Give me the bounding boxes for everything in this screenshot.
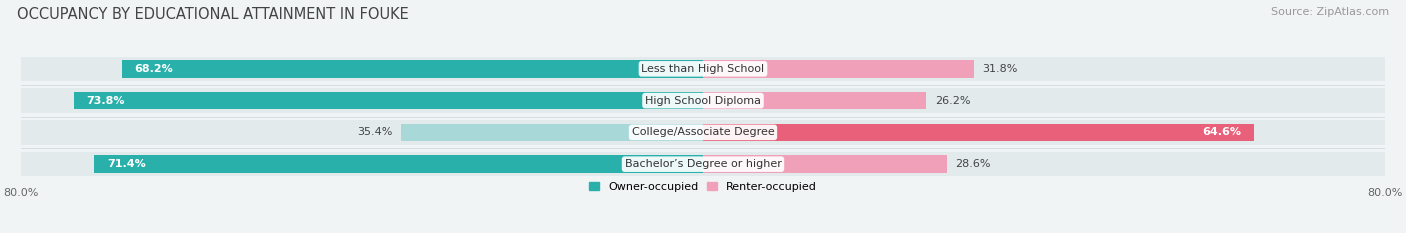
Bar <box>21 57 1385 81</box>
Bar <box>122 60 703 78</box>
Bar <box>21 152 1385 176</box>
Text: 73.8%: 73.8% <box>87 96 125 106</box>
Bar <box>75 92 703 109</box>
Text: OCCUPANCY BY EDUCATIONAL ATTAINMENT IN FOUKE: OCCUPANCY BY EDUCATIONAL ATTAINMENT IN F… <box>17 7 409 22</box>
Bar <box>703 60 974 78</box>
Bar <box>21 88 1385 113</box>
Text: 68.2%: 68.2% <box>135 64 173 74</box>
Text: Source: ZipAtlas.com: Source: ZipAtlas.com <box>1271 7 1389 17</box>
Bar <box>703 92 927 109</box>
Text: 26.2%: 26.2% <box>935 96 970 106</box>
Text: 28.6%: 28.6% <box>955 159 991 169</box>
Bar <box>94 155 703 173</box>
Text: Less than High School: Less than High School <box>641 64 765 74</box>
Text: 64.6%: 64.6% <box>1202 127 1241 137</box>
Bar <box>401 124 703 141</box>
Text: High School Diploma: High School Diploma <box>645 96 761 106</box>
Legend: Owner-occupied, Renter-occupied: Owner-occupied, Renter-occupied <box>589 182 817 192</box>
Bar <box>703 155 946 173</box>
Bar <box>21 120 1385 145</box>
Text: College/Associate Degree: College/Associate Degree <box>631 127 775 137</box>
Text: 35.4%: 35.4% <box>357 127 392 137</box>
Bar <box>703 124 1254 141</box>
Text: 31.8%: 31.8% <box>983 64 1018 74</box>
Text: 71.4%: 71.4% <box>107 159 146 169</box>
Text: Bachelor’s Degree or higher: Bachelor’s Degree or higher <box>624 159 782 169</box>
